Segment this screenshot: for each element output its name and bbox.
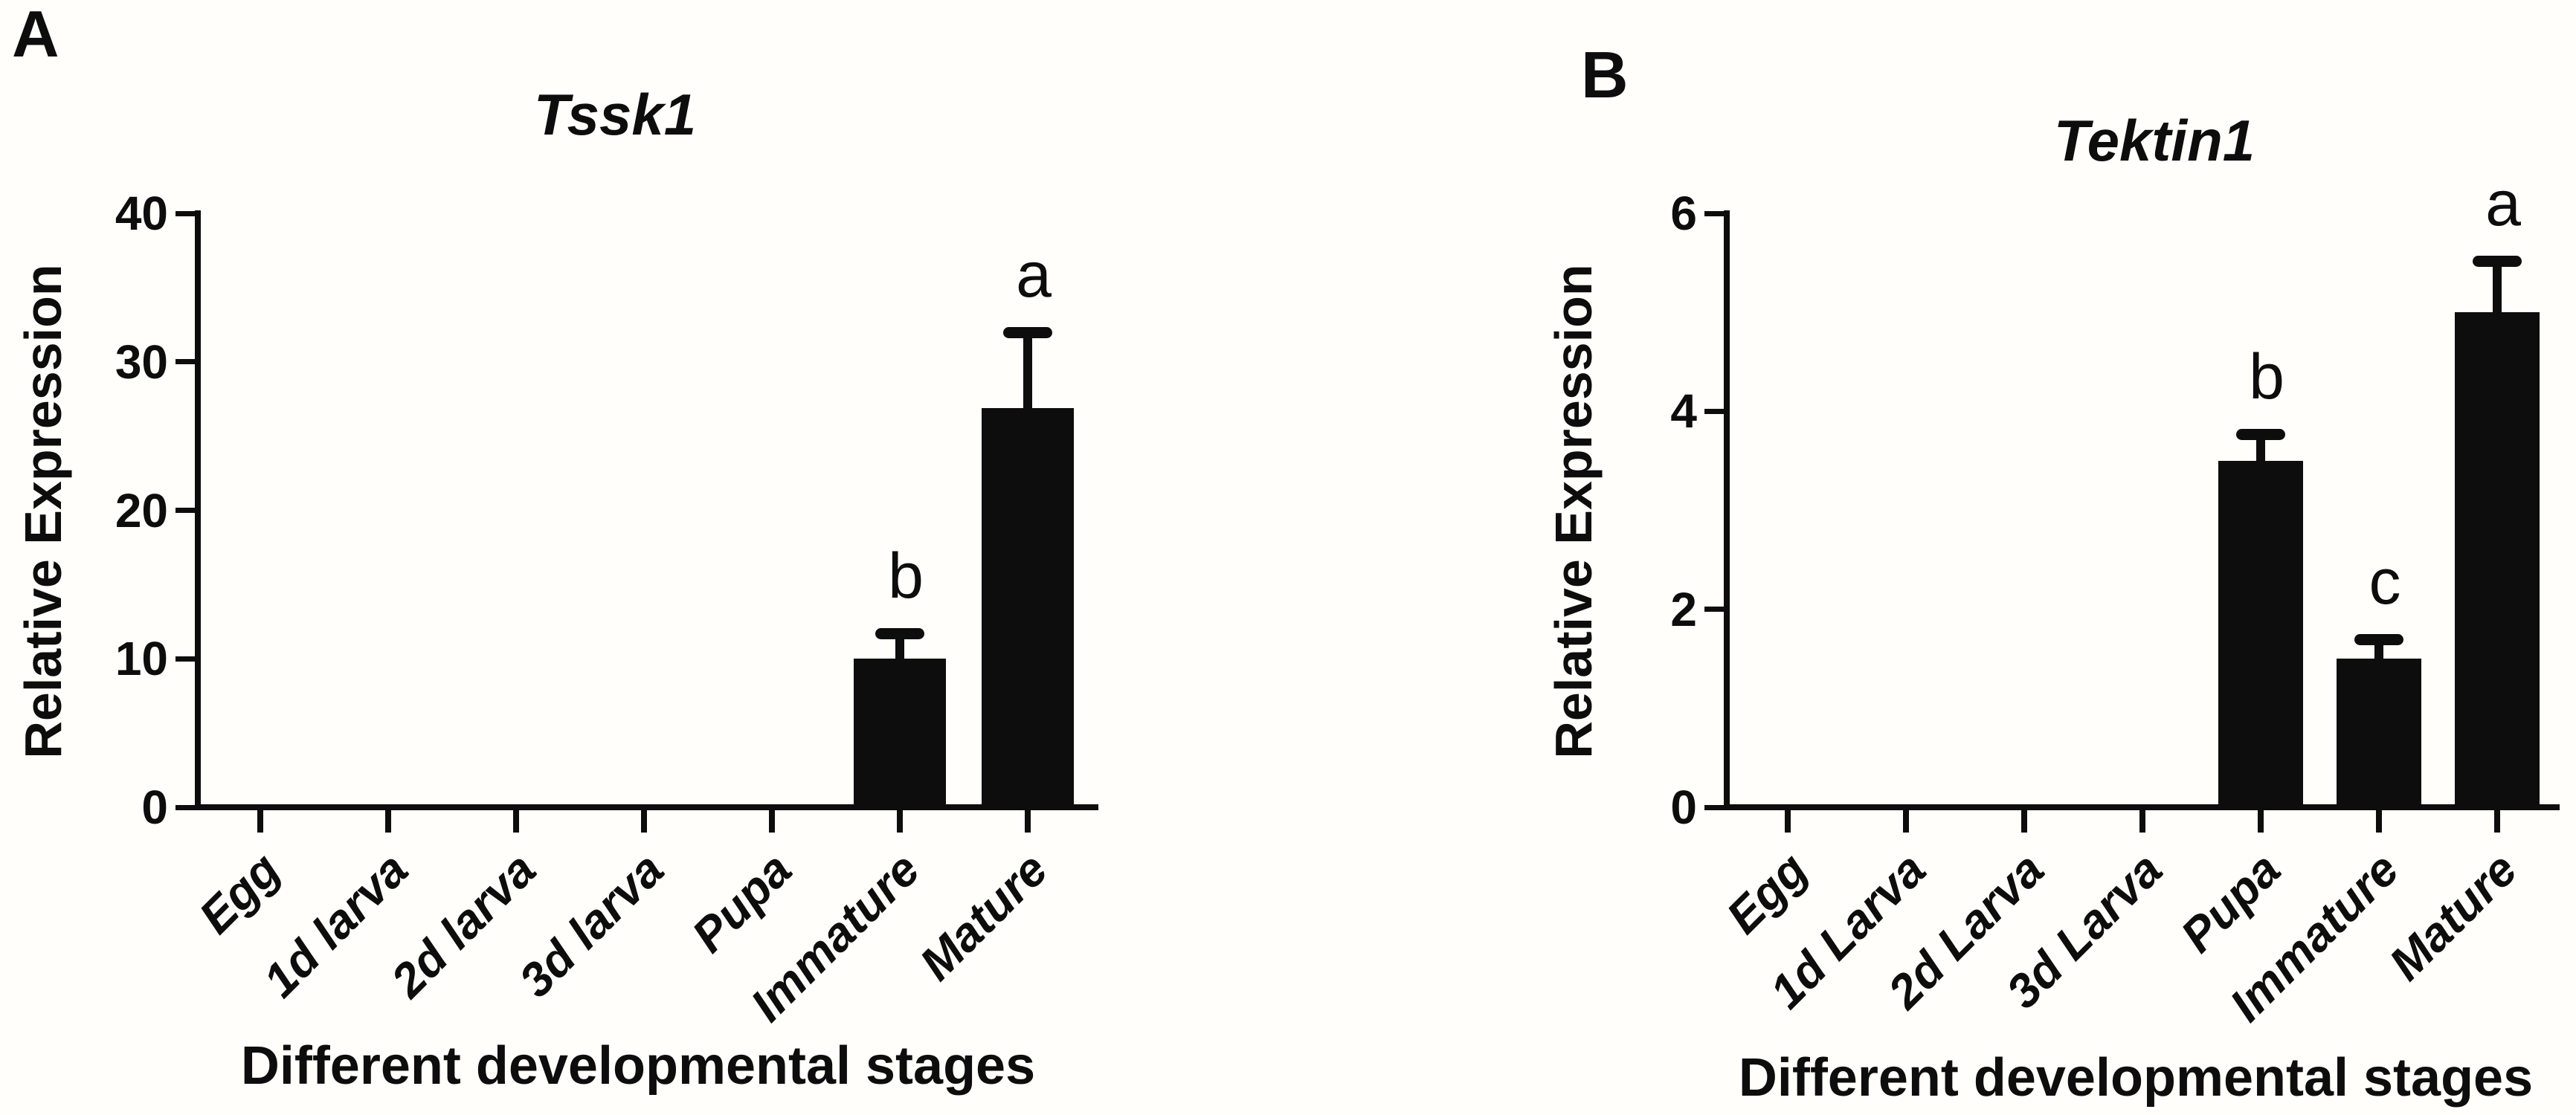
y-tick-label: 20 [115,483,168,537]
x-tick-mark [385,810,391,833]
y-axis-line [195,210,201,810]
y-tick-label: 4 [1670,384,1697,439]
y-tick-label: 0 [141,780,168,834]
bar-pupa [2218,460,2303,810]
x-tick-mark [257,810,263,833]
bar-immature [2337,659,2421,810]
y-tick-mark [1704,408,1724,414]
significance-letter: a [1016,239,1052,311]
y-tick-label: 2 [1670,582,1697,636]
error-bar-cap [2236,428,2285,440]
y-tick-mark [176,508,195,513]
x-tick-mark [2258,810,2264,833]
bar-immature [854,659,946,810]
error-bar-stem [2493,260,2502,313]
x-axis-title-b: Different developmental stages [1738,1048,2534,1108]
error-bar-cap [1003,326,1052,338]
x-tick-mark [2021,810,2027,833]
panel-letter-a: A [12,0,59,71]
significance-letter: b [888,540,924,613]
x-tick-mark [1785,810,1791,833]
x-tick-mark [2376,810,2382,833]
x-tick-mark [513,810,519,833]
error-bar-stem [1023,332,1032,408]
chart-title-tssk1: Tssk1 [533,82,697,147]
y-tick-mark [1704,804,1724,810]
y-tick-label: 10 [115,632,168,686]
significance-letter: c [2369,546,2401,618]
error-bar-cap [2473,255,2522,267]
error-bar-cap [2354,633,2403,645]
error-bar-cap [875,628,924,640]
error-bar-stem [2256,433,2265,461]
bar-mature [2455,312,2540,810]
significance-letter: a [2485,167,2521,239]
x-axis-line [1724,804,2560,810]
x-tick-mark [1903,810,1909,833]
panel-letter-b: B [1581,38,1629,112]
error-bar-stem [895,633,904,659]
y-tick-mark [176,359,195,365]
y-tick-mark [176,656,195,662]
x-tick-mark [769,810,775,833]
chart-title-tektin1: Tektin1 [2053,108,2255,173]
x-axis-title-a: Different developmental stages [240,1036,1036,1096]
x-tick-mark [897,810,903,833]
significance-letter: b [2249,340,2284,413]
y-axis-line [1724,210,1730,810]
y-tick-label: 0 [1670,780,1697,834]
x-tick-mark [641,810,647,833]
y-tick-mark [176,804,195,810]
x-category-label: Egg [1716,842,1818,944]
y-tick-mark [1704,210,1724,216]
y-tick-label: 40 [115,187,168,240]
x-tick-mark [2139,810,2145,833]
x-tick-mark [2494,810,2500,833]
x-axis-line [195,804,1098,810]
y-tick-mark [176,210,195,216]
bar-mature [982,407,1074,810]
y-tick-label: 6 [1670,187,1697,240]
y-tick-label: 30 [115,334,168,389]
y-tick-mark [1704,607,1724,613]
x-tick-mark [1025,810,1031,833]
x-category-label: Mature [2378,842,2528,991]
